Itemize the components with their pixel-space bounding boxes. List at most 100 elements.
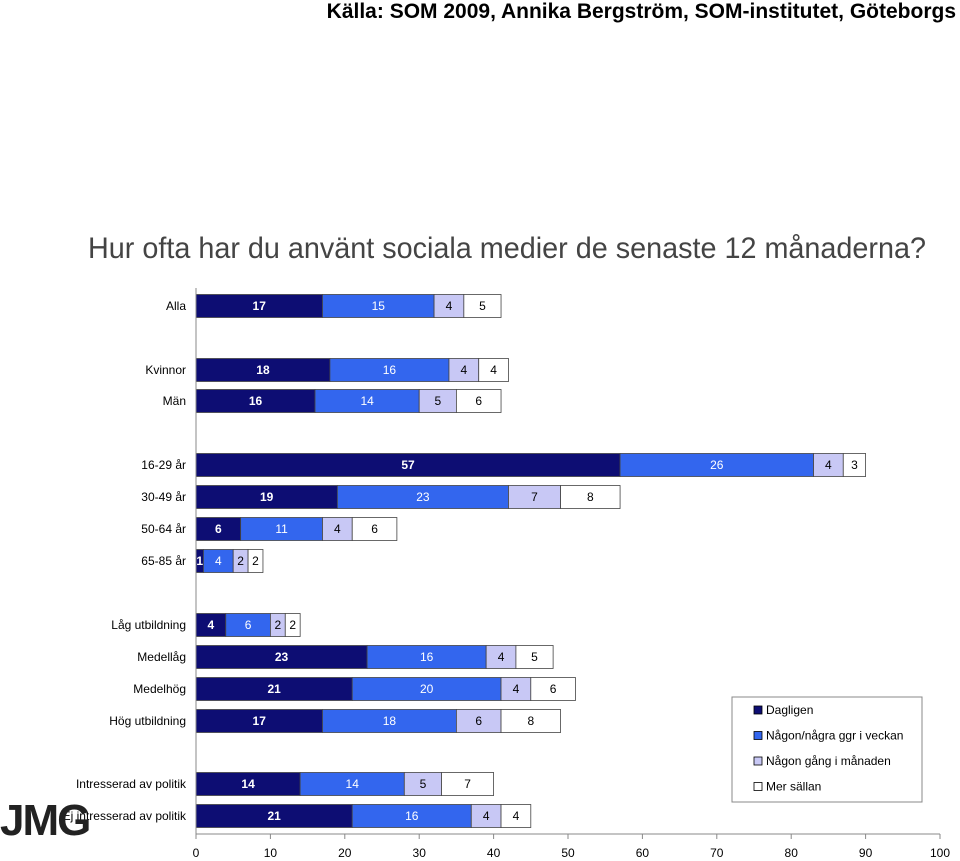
bar-value-label: 57 (401, 458, 415, 472)
legend-swatch (753, 731, 763, 740)
bar-value-label: 5 (434, 394, 441, 408)
bar-segment (842, 453, 867, 477)
category-label: 30-49 år (141, 490, 186, 504)
x-tick-label: 80 (785, 846, 799, 860)
x-tick-label: 40 (487, 846, 501, 860)
legend-label: Någon gång i månaden (766, 754, 891, 768)
category-label: Låg utbildning (111, 618, 186, 632)
legend-label: Dagligen (766, 703, 813, 717)
bar-value-label: 8 (587, 490, 594, 504)
bar-value-label: 4 (446, 299, 453, 313)
bar-value-label: 4 (513, 809, 520, 823)
legend: Dagligen Någon/några ggr i veckan Någon gå… (731, 696, 923, 803)
category-label: Kvinnor (145, 363, 186, 377)
category-label: Intresserad av politik (76, 777, 187, 791)
source-caption: Källa: SOM 2009, Annika Bergström, SOM-i… (326, 0, 956, 23)
category-label: Hög utbildning (109, 714, 186, 728)
bar-value-label: 17 (253, 299, 267, 313)
x-tick-label: 0 (193, 846, 200, 860)
bar-value-label: 4 (513, 682, 520, 696)
bar-value-label: 4 (334, 522, 341, 536)
bar-segment (247, 549, 264, 573)
bar-segment (500, 804, 532, 828)
bar-value-label: 19 (260, 490, 274, 504)
legend-swatch (753, 756, 763, 766)
bar-value-label: 7 (464, 777, 471, 791)
legend-label: Någon/några ggr i veckan (766, 729, 903, 743)
bar-segment (500, 709, 561, 733)
x-tick-label: 100 (930, 846, 950, 860)
bar-value-label: 4 (825, 458, 832, 472)
bar-value-label: 8 (527, 714, 534, 728)
bar-value-label: 14 (360, 394, 374, 408)
chart-title: Hur ofta har du använt sociala medier de… (88, 232, 926, 265)
bar-value-label: 6 (371, 522, 378, 536)
x-tick-label: 70 (710, 846, 724, 860)
category-label: 50-64 år (141, 522, 186, 536)
bar-value-label: 4 (498, 650, 505, 664)
category-label: Medellåg (137, 650, 186, 664)
bar-value-label: 21 (267, 682, 281, 696)
bar-segment (455, 389, 502, 413)
x-axis: 0 10 20 30 40 50 60 70 80 90 100 (193, 288, 950, 860)
bar-value-label: 2 (237, 554, 244, 568)
bar-segment (441, 772, 494, 796)
bar-value-label: 20 (420, 682, 434, 696)
bar-value-label: 16 (405, 809, 419, 823)
bar-value-label: 18 (383, 714, 397, 728)
category-label: Ej intresserad av politik (63, 809, 187, 823)
bar-value-label: 5 (531, 650, 538, 664)
bar-value-label: 5 (420, 777, 427, 791)
bar-value-label: 17 (253, 714, 267, 728)
bar-value-label: 5 (479, 299, 486, 313)
category-label: Män (163, 394, 186, 408)
bar-segment (478, 358, 509, 382)
x-tick-label: 60 (636, 846, 650, 860)
category-label: Alla (166, 299, 186, 313)
jmg-logo: JMG (0, 796, 91, 845)
bar-value-label: 23 (416, 490, 430, 504)
bar-value-label: 4 (215, 554, 222, 568)
bar-value-label: 6 (550, 682, 557, 696)
category-label: Medelhög (133, 682, 186, 696)
bar-segment (515, 645, 554, 669)
bar-value-label: 6 (475, 714, 482, 728)
bar-value-label: 18 (256, 363, 270, 377)
bar-value-label: 14 (346, 777, 360, 791)
bar-segment (284, 613, 301, 637)
bar-value-label: 3 (851, 458, 858, 472)
bar-segment (351, 517, 398, 541)
legend-swatch (753, 705, 763, 715)
bar-value-label: 15 (372, 299, 386, 313)
bar-value-label: 4 (208, 618, 215, 632)
category-label: 65-85 år (141, 554, 186, 568)
x-tick-label: 30 (413, 846, 427, 860)
bar-value-label: 16 (249, 394, 263, 408)
category-label: 16-29 år (141, 458, 186, 472)
bar-value-label: 21 (267, 809, 281, 823)
bar-segment (530, 677, 576, 701)
bar-segment (463, 294, 502, 318)
bar-value-label: 16 (383, 363, 397, 377)
bar-value-label: 6 (475, 394, 482, 408)
x-tick-label: 10 (264, 846, 278, 860)
bar-value-label: 11 (275, 522, 288, 536)
bar-value-label: 23 (275, 650, 289, 664)
x-tick-label: 90 (859, 846, 873, 860)
bar-value-label: 7 (531, 490, 538, 504)
bar-value-label: 4 (460, 363, 467, 377)
bar-value-label: 2 (289, 618, 296, 632)
bar-value-label: 2 (274, 618, 281, 632)
bar-value-label: 4 (490, 363, 497, 377)
bar-value-label: 2 (252, 554, 259, 568)
bar-value-label: 26 (710, 458, 724, 472)
x-tick-label: 20 (338, 846, 352, 860)
bar-value-label: 14 (241, 777, 255, 791)
legend-label: Mer sällan (766, 780, 821, 794)
bar-value-label: 1 (196, 554, 203, 568)
bar-value-label: 6 (245, 618, 252, 632)
legend-swatch (753, 782, 763, 791)
legend-box (731, 696, 923, 803)
